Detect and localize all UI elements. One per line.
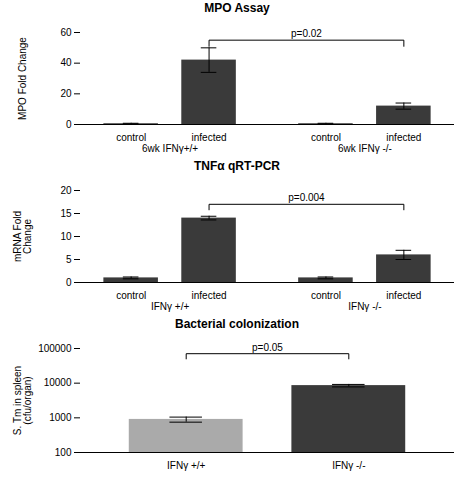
svg-text:control: control <box>311 290 341 301</box>
svg-text:infected: infected <box>192 132 227 143</box>
svg-text:p=0.004: p=0.004 <box>288 192 325 203</box>
svg-text:IFNγ -/-: IFNγ -/- <box>332 460 365 471</box>
svg-text:IFNγ +/+: IFNγ +/+ <box>167 460 206 471</box>
svg-text:0: 0 <box>66 277 72 288</box>
svg-text:infected: infected <box>386 132 421 143</box>
svg-text:20: 20 <box>60 88 72 99</box>
svg-text:p=0.02: p=0.02 <box>291 28 322 39</box>
svg-text:40: 40 <box>60 57 72 68</box>
svg-text:S. Tm in spleen(cfu/organ): S. Tm in spleen(cfu/organ) <box>12 366 33 435</box>
svg-text:control: control <box>311 132 341 143</box>
svg-text:MPO Fold Change: MPO Fold Change <box>17 37 28 120</box>
svg-text:p=0.05: p=0.05 <box>252 342 283 353</box>
svg-text:IFNγ +/+: IFNγ +/+ <box>151 301 190 312</box>
svg-text:20: 20 <box>60 185 72 196</box>
svg-text:60: 60 <box>60 27 72 38</box>
svg-text:15: 15 <box>60 208 72 219</box>
svg-text:control: control <box>116 132 146 143</box>
svg-text:5: 5 <box>66 254 72 265</box>
svg-text:100: 100 <box>55 447 72 458</box>
svg-text:6wk IFNγ+/+: 6wk IFNγ+/+ <box>142 143 198 154</box>
svg-text:100000: 100000 <box>38 343 72 354</box>
svg-text:0: 0 <box>66 119 72 130</box>
svg-text:infected: infected <box>192 290 227 301</box>
html-text:TNFα qRT-PCR: TNFα qRT-PCR <box>194 159 280 173</box>
html-text:Bacterial colonization: Bacterial colonization <box>175 317 299 331</box>
svg-text:10000: 10000 <box>44 377 72 388</box>
svg-text:1000: 1000 <box>49 412 72 423</box>
svg-text:10: 10 <box>60 231 72 242</box>
svg-text:infected: infected <box>386 290 421 301</box>
svg-text:mRNA FoldChange: mRNA FoldChange <box>12 211 33 262</box>
svg-text:IFNγ -/-: IFNγ -/- <box>348 301 381 312</box>
svg-text:control: control <box>116 290 146 301</box>
svg-text:6wk IFNγ -/-: 6wk IFNγ -/- <box>338 143 392 154</box>
html-text:MPO Assay: MPO Assay <box>204 1 270 15</box>
